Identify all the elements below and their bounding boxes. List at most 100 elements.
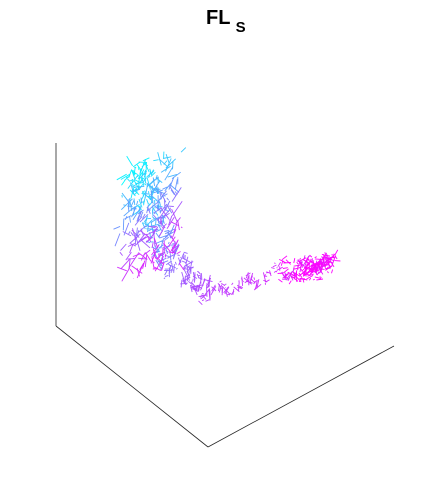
trajectory-segment bbox=[217, 283, 223, 290]
trajectory-segment bbox=[131, 187, 140, 192]
trajectory-segment bbox=[129, 244, 134, 253]
trajectory-segment bbox=[313, 269, 316, 272]
trajectory-segment bbox=[277, 261, 281, 267]
trajectory-segment bbox=[256, 279, 260, 289]
trajectory-segment bbox=[292, 271, 301, 277]
trajectory-segment bbox=[136, 205, 142, 210]
trajectory-segment bbox=[171, 200, 183, 217]
trajectory-segment bbox=[240, 285, 244, 289]
trajectory-segment bbox=[114, 233, 121, 247]
trajectory-segment bbox=[205, 284, 209, 289]
trajectory-segment bbox=[132, 253, 141, 257]
trajectory-segment bbox=[168, 251, 176, 254]
trajectory-segment bbox=[319, 269, 324, 275]
trajectory-segment bbox=[274, 262, 276, 264]
trajectory-segment bbox=[132, 161, 141, 168]
trajectory-segment bbox=[174, 261, 177, 265]
trajectory-segment bbox=[145, 224, 149, 228]
trajectory-segment bbox=[292, 276, 299, 282]
chart-title-subscript: S bbox=[236, 19, 246, 36]
trajectory-segment bbox=[167, 254, 175, 259]
trajectory-segment bbox=[162, 156, 172, 159]
chart-title-main: FL bbox=[206, 7, 230, 29]
trajectory-segment bbox=[287, 271, 293, 282]
trajectory-segment bbox=[120, 173, 131, 180]
trajectory-segment bbox=[185, 273, 191, 278]
trajectory-segment bbox=[206, 286, 208, 297]
trajectory-segment bbox=[163, 231, 172, 240]
trajectory-segment bbox=[173, 223, 178, 233]
trajectory-segment bbox=[200, 294, 207, 300]
trajectory-segment bbox=[331, 269, 334, 274]
trajectory-segment bbox=[316, 278, 324, 281]
trajectory-segment bbox=[153, 207, 163, 214]
trajectory-segment bbox=[275, 270, 278, 273]
trajectory-segment bbox=[127, 258, 135, 260]
trajectory-segment bbox=[148, 171, 151, 179]
trajectory-segment bbox=[181, 257, 192, 264]
trajectory-segment bbox=[133, 166, 136, 177]
trajectory-segment bbox=[265, 279, 270, 283]
trajectory-segment bbox=[128, 252, 140, 268]
trajectory-segment bbox=[136, 200, 139, 206]
trajectory-segment bbox=[203, 279, 213, 283]
trajectory-segment bbox=[127, 242, 136, 247]
trajectory-segment bbox=[158, 244, 164, 249]
trajectory-segment bbox=[319, 276, 322, 279]
trajectory-segment bbox=[131, 265, 143, 274]
trajectory-segment bbox=[236, 284, 242, 288]
trajectory-segment bbox=[314, 258, 323, 261]
trajectory-segment bbox=[193, 285, 198, 296]
trajectory-segment bbox=[296, 261, 299, 265]
trajectory-segment bbox=[162, 220, 165, 223]
trajectory-segment bbox=[245, 272, 251, 277]
trajectory-segment bbox=[170, 269, 173, 273]
trajectory-segment bbox=[219, 280, 222, 283]
trajectory-segment bbox=[145, 233, 152, 243]
trajectory-segment bbox=[183, 251, 188, 254]
trajectory-segment bbox=[190, 284, 193, 293]
trajectory-segment bbox=[156, 252, 163, 260]
trajectory-segment bbox=[133, 185, 145, 188]
trajectory-segment bbox=[170, 189, 175, 195]
trajectory-segment bbox=[120, 259, 130, 270]
trajectory-segment bbox=[240, 278, 244, 281]
trajectory-segment bbox=[120, 198, 133, 211]
trajectory-segment bbox=[299, 272, 304, 276]
trajectory-segment bbox=[306, 275, 314, 280]
trajectory-segment bbox=[137, 224, 147, 234]
trajectory-segment bbox=[299, 257, 301, 260]
trajectory-segment bbox=[305, 258, 309, 263]
trajectory-segment bbox=[169, 264, 176, 269]
trajectory-segment bbox=[282, 268, 289, 274]
trajectory-segment bbox=[218, 284, 220, 292]
trajectory-segment bbox=[127, 178, 131, 182]
trajectory-segment bbox=[141, 177, 145, 186]
trajectory-segment bbox=[302, 269, 307, 274]
trajectory-segment bbox=[123, 204, 127, 206]
trajectory-segment bbox=[224, 286, 230, 295]
trajectory-segment bbox=[164, 230, 169, 232]
trajectory-segment bbox=[139, 170, 148, 180]
trajectory-segment bbox=[334, 249, 339, 256]
trajectory-segment bbox=[308, 277, 312, 281]
trajectory-segment bbox=[255, 279, 258, 288]
trajectory-segment bbox=[146, 205, 149, 214]
trajectory-segment bbox=[124, 175, 131, 181]
trajectory-segment bbox=[182, 276, 191, 282]
trajectory-segment bbox=[307, 273, 314, 277]
trajectory-segment bbox=[183, 269, 190, 281]
trajectory-segment bbox=[281, 255, 288, 261]
trajectory-segment bbox=[303, 263, 311, 269]
trajectory-segment bbox=[211, 286, 217, 292]
trajectory-segment bbox=[192, 275, 198, 279]
trajectory-segment bbox=[160, 193, 168, 199]
trajectory-segment bbox=[163, 198, 166, 211]
trajectory-segment bbox=[288, 280, 292, 285]
trajectory-segment bbox=[324, 254, 336, 264]
trajectory-segment bbox=[155, 228, 162, 233]
trajectory-segment bbox=[306, 257, 311, 263]
trajectory-segment bbox=[161, 262, 165, 271]
trajectory-segment bbox=[142, 190, 144, 197]
trajectory-segment bbox=[139, 211, 144, 218]
